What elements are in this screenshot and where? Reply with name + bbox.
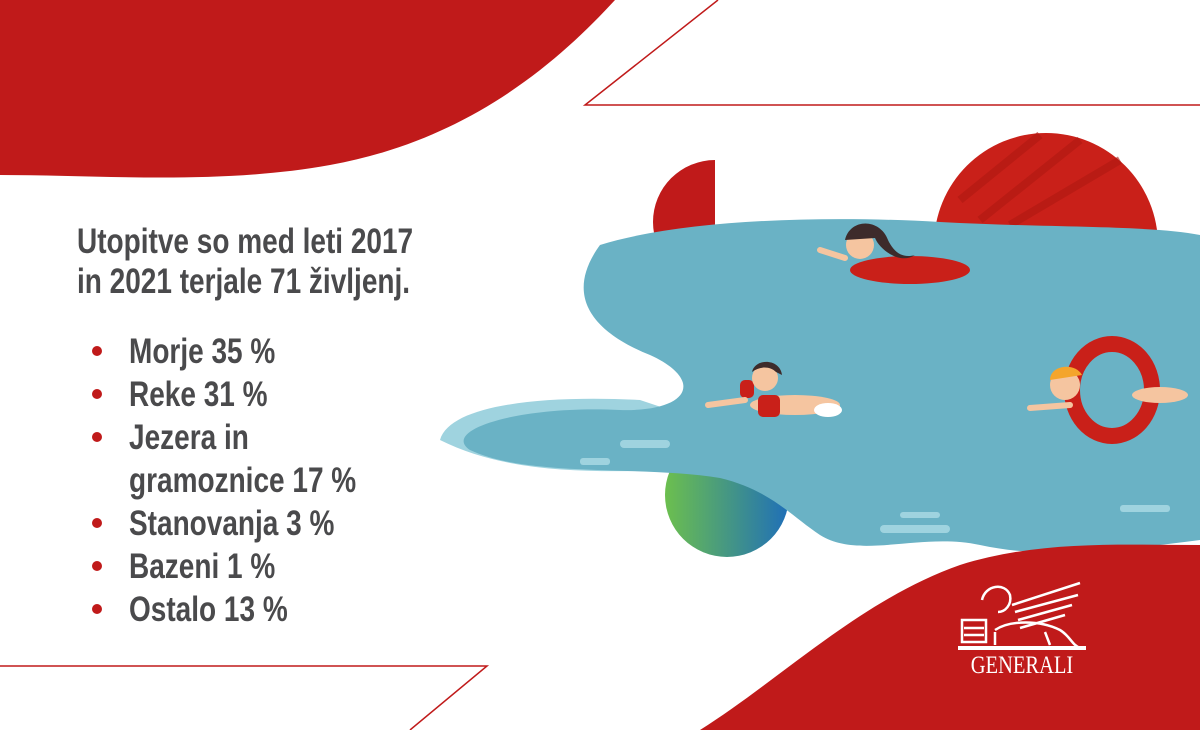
swimmer-woman (817, 223, 970, 284)
headline: Utopitve so med leti 2017 in 2021 terjal… (77, 222, 413, 302)
bullet-icon (92, 604, 102, 614)
bullet-icon (92, 432, 102, 442)
bottom-right-red-shape (700, 544, 1200, 730)
bullet-icon (92, 561, 102, 571)
list-item: Stanovanja 3 % (92, 502, 529, 545)
logo-bar (958, 646, 1086, 650)
drowning-stats-list: Morje 35 % Reke 31 % Jezera in gramoznic… (92, 330, 529, 631)
bullet-icon (92, 346, 102, 356)
list-item: Ostalo 13 % (92, 588, 529, 631)
top-left-red-shape (0, 0, 615, 178)
list-item: Bazeni 1 % (92, 545, 529, 588)
headline-line-2: in 2021 terjale 71 življenj. (77, 262, 411, 301)
pool-water (463, 219, 1200, 553)
list-item: Morje 35 % (92, 330, 529, 373)
swimmer-child (705, 361, 842, 417)
headline-line-1: Utopitve so med leti 2017 (77, 222, 414, 261)
swimmer-boy-with-ring (1027, 336, 1188, 444)
bottom-thin-line (0, 665, 490, 730)
water-ripples (580, 440, 1170, 533)
top-thin-line (582, 0, 1200, 106)
bullet-icon (92, 518, 102, 528)
list-item: Jezera in gramoznice 17 % (92, 416, 529, 502)
circle-stripes (957, 131, 1123, 229)
generali-logo-text: GENERALI (970, 652, 1074, 679)
bullet-icon (92, 389, 102, 399)
list-item: Reke 31 % (92, 373, 529, 416)
winged-lion-icon (960, 581, 1081, 650)
